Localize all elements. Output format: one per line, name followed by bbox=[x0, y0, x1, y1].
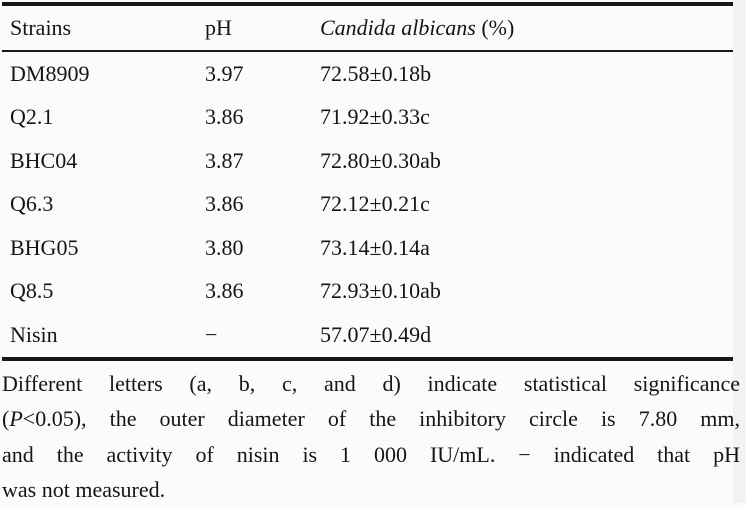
header-strains: Strains bbox=[10, 15, 72, 40]
footnote-text: ( bbox=[2, 406, 10, 431]
results-table: Strains pH Candida albicans (%) DM8909 3… bbox=[2, 2, 733, 361]
table-row: DM8909 3.97 72.58±0.18b bbox=[2, 52, 733, 96]
header-ph: pH bbox=[205, 15, 232, 40]
footnote-line-2: (P<0.05), the outer diameter of the inhi… bbox=[2, 401, 740, 437]
table-row: Q8.5 3.86 72.93±0.10ab bbox=[2, 270, 733, 314]
ph-cell: 3.86 bbox=[205, 278, 244, 304]
ph-cell: 3.87 bbox=[205, 147, 244, 173]
footnote-line-3: and the activity of nisin is 1 000 IU/mL… bbox=[2, 437, 740, 473]
footnote-line-4: was not measured. bbox=[2, 472, 740, 508]
value-cell: 57.07±0.49d bbox=[320, 321, 432, 347]
header-candida-italic: Candida albicans bbox=[320, 15, 476, 40]
value-cell: 72.12±0.21c bbox=[320, 191, 430, 217]
header-candida-albicans: Candida albicans (%) bbox=[320, 15, 733, 41]
value-cell: 73.14±0.14a bbox=[320, 234, 430, 260]
table-row: Nisin − 57.07±0.49d bbox=[2, 313, 733, 357]
value-cell: 71.92±0.33c bbox=[320, 104, 430, 130]
footnote-line-1: Different letters (a, b, c, and d) indic… bbox=[2, 366, 740, 402]
strain-cell: DM8909 bbox=[10, 60, 90, 86]
table-row: Q2.1 3.86 71.92±0.33c bbox=[2, 96, 733, 140]
strain-cell: Q8.5 bbox=[10, 278, 54, 304]
table-header-row: Strains pH Candida albicans (%) bbox=[2, 6, 733, 52]
strain-cell: Q6.3 bbox=[10, 191, 54, 217]
strain-cell: Nisin bbox=[10, 321, 58, 347]
ph-cell: 3.80 bbox=[205, 234, 244, 260]
table-row: BHG05 3.80 73.14±0.14a bbox=[2, 226, 733, 270]
ph-cell: − bbox=[205, 321, 218, 347]
ph-cell: 3.86 bbox=[205, 104, 244, 130]
strain-cell: BHG05 bbox=[10, 234, 79, 260]
ph-cell: 3.97 bbox=[205, 60, 244, 86]
footnote-p-italic: P bbox=[9, 406, 23, 431]
header-candida-suffix: (%) bbox=[475, 15, 515, 40]
value-cell: 72.93±0.10ab bbox=[320, 278, 441, 304]
footnote-text: was not measured. bbox=[2, 477, 166, 502]
table-row: Q6.3 3.86 72.12±0.21c bbox=[2, 183, 733, 227]
table-row: BHC04 3.87 72.80±0.30ab bbox=[2, 139, 733, 183]
footnote: Different letters (a, b, c, and d) indic… bbox=[2, 366, 740, 508]
page-edge-strip bbox=[733, 0, 746, 503]
footnote-text: Different letters (a, b, c, and d) indic… bbox=[2, 370, 740, 396]
footnote-text: and the activity of nisin is 1 000 IU/mL… bbox=[2, 441, 740, 467]
ph-cell: 3.86 bbox=[205, 191, 244, 217]
strain-cell: BHC04 bbox=[10, 147, 78, 173]
value-cell: 72.58±0.18b bbox=[320, 60, 432, 86]
footnote-text: <0.05), the outer diameter of the inhibi… bbox=[22, 406, 740, 431]
value-cell: 72.80±0.30ab bbox=[320, 147, 441, 173]
strain-cell: Q2.1 bbox=[10, 104, 54, 130]
